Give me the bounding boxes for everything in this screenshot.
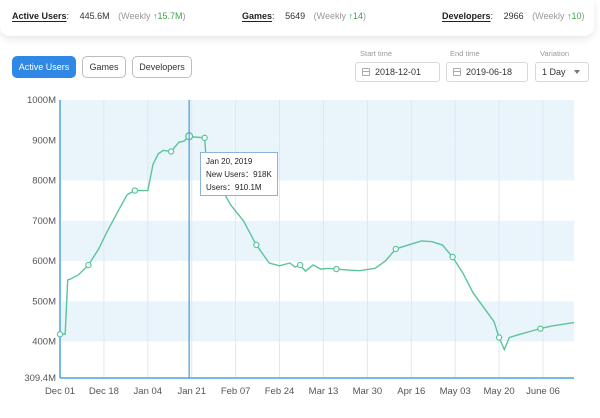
y-tick-label: 400M — [32, 337, 56, 348]
y-tick-label: 900M — [32, 135, 56, 146]
variation-label: Variation — [540, 49, 570, 58]
x-tick-label: Mar 13 — [309, 386, 339, 397]
stat-games-label[interactable]: Games — [242, 11, 273, 21]
calendar-icon — [453, 68, 461, 76]
stat-developers-weekly: (Weekly ↑10) — [532, 11, 585, 21]
start-time-label: Start time — [360, 49, 393, 58]
stat-active-users-value: 445.6M — [79, 11, 110, 21]
chart-band — [60, 100, 574, 141]
stat-developers-value: 2966 — [503, 11, 524, 21]
tooltip-date: Jan 20, 2019 — [206, 157, 253, 166]
end-time-value: 2019-06-18 — [466, 67, 513, 77]
chart-bands — [60, 100, 574, 342]
series-markers — [56, 132, 544, 341]
x-tick-label: Apr 16 — [397, 386, 425, 397]
end-time-input[interactable]: 2019-06-18 — [446, 62, 528, 82]
start-time-value: 2018-12-01 — [375, 67, 422, 77]
y-tick-label: 800M — [32, 176, 56, 187]
stat-active-users: Active Users: 445.6M (Weekly ↑15.7M) — [12, 11, 186, 21]
chart-band — [60, 140, 574, 181]
chart-gridlines — [103, 100, 544, 378]
y-tick-label: 600M — [32, 256, 56, 267]
x-axis-ticks: Dec 01 Dec 18 Jan 04 Jan 21 Feb 07 Feb 24 Mar … — [45, 386, 560, 397]
end-time-label: End time — [450, 49, 480, 58]
active-users-line-chart[interactable]: 309.4M 400M 500M 600M 700M 800M 900M 1000M Dec … — [0, 88, 600, 418]
stat-developers-label[interactable]: Developers — [442, 11, 491, 21]
tab-active-users[interactable]: Active Users — [12, 56, 76, 78]
x-tick-label: June 06 — [526, 386, 560, 397]
tab-games[interactable]: Games — [82, 56, 126, 78]
data-point-marker — [297, 261, 304, 269]
x-tick-label: May 03 — [440, 386, 471, 397]
y-axis-ticks: 309.4M 400M 500M 600M 700M 800M 900M 1000M — [24, 95, 56, 384]
tooltip-new-users: New Users：918K — [206, 170, 272, 179]
chart-tooltip: Jan 20, 2019 New Users：918K Users：910.1M — [200, 152, 278, 196]
y-tick-label: 500M — [32, 296, 56, 307]
data-point-marker — [495, 334, 503, 341]
calendar-icon — [362, 68, 370, 76]
stat-games-change: ↑14 — [348, 11, 363, 21]
chevron-down-icon — [574, 70, 580, 74]
tab-developers[interactable]: Developers — [132, 56, 192, 78]
stat-developers: Developers: 2966 (Weekly ↑10) — [442, 11, 585, 21]
x-tick-label: May 20 — [484, 386, 515, 397]
x-tick-label: Feb 07 — [221, 386, 251, 397]
stat-active-users-label[interactable]: Active Users — [12, 11, 67, 21]
data-point-marker — [167, 148, 175, 155]
x-tick-label: Jan 04 — [134, 386, 163, 397]
variation-value: 1 Day — [542, 67, 566, 77]
variation-select[interactable]: 1 Day — [535, 62, 589, 82]
tooltip-users: Users：910.1M — [206, 183, 262, 192]
data-point-marker — [333, 265, 340, 273]
stat-games-value: 5649 — [285, 11, 306, 21]
stat-active-users-change: ↑15.7M — [152, 11, 183, 21]
data-point-marker — [56, 331, 64, 338]
x-tick-label: Feb 24 — [265, 386, 295, 397]
x-tick-label: Dec 18 — [89, 386, 119, 397]
y-tick-label: 1000M — [27, 95, 56, 106]
y-tick-label: 309.4M — [24, 373, 56, 384]
data-point-marker — [85, 261, 92, 269]
stats-card: Active Users: 445.6M (Weekly ↑15.7M) Gam… — [0, 0, 594, 36]
x-tick-label: Mar 30 — [353, 386, 383, 397]
x-tick-label: Jan 21 — [177, 386, 206, 397]
chart-band — [60, 301, 574, 342]
stat-games: Games: 5649 (Weekly ↑14) — [242, 11, 366, 21]
y-tick-label: 700M — [32, 216, 56, 227]
data-point-marker — [449, 253, 456, 261]
data-point-marker — [131, 187, 139, 194]
data-point-marker — [392, 245, 399, 253]
x-tick-label: Dec 01 — [45, 386, 75, 397]
start-time-input[interactable]: 2018-12-01 — [355, 62, 440, 82]
stat-developers-change: ↑10 — [566, 11, 582, 21]
data-point-marker — [253, 241, 260, 249]
chart-band — [60, 220, 574, 262]
stat-games-weekly: (Weekly ↑14) — [313, 11, 366, 21]
data-point-marker — [201, 134, 208, 142]
data-point-marker — [537, 325, 544, 332]
stat-active-users-weekly: (Weekly ↑15.7M) — [118, 11, 186, 21]
